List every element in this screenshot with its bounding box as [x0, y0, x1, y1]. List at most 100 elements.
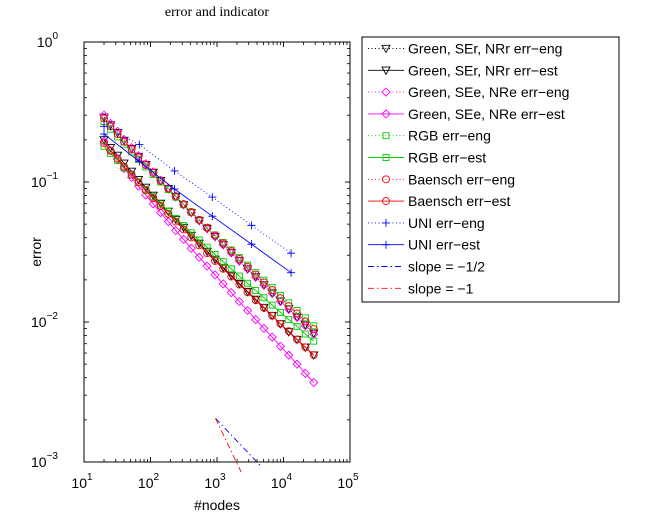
legend-entry: RGB err−est — [368, 150, 486, 166]
series-3-point — [309, 377, 319, 388]
series-7-point — [187, 233, 196, 242]
y-tick-label: 10−2 — [31, 311, 58, 330]
series-7-point — [113, 154, 122, 163]
series-6-point — [276, 294, 285, 303]
legend-label: Green, SEr, NRr err−eng — [408, 41, 562, 57]
series-4-point — [310, 322, 318, 330]
series-10-line — [215, 418, 261, 467]
legend-label: Baensch err−eng — [408, 171, 515, 187]
series-6-point — [195, 215, 204, 224]
legend: Green, SEr, NRr err−eng Green, SEr, NRr e… — [361, 36, 620, 303]
legend-entry: UNI err−est — [368, 237, 480, 253]
series-2-point — [119, 134, 129, 145]
series-7-point — [171, 217, 180, 226]
series-4-point — [114, 133, 122, 141]
series-6-point — [141, 161, 150, 170]
series-1-point — [234, 279, 245, 289]
legend-marker-sample — [382, 240, 390, 249]
legend-label: slope = −1/2 — [408, 259, 485, 275]
legend-entry: Green, SEr, NRr err−est — [368, 62, 558, 78]
x-tick-label: 102 — [138, 472, 160, 491]
legend-label: Green, SEe, NRe err−eng — [408, 84, 569, 100]
series-3-point — [186, 243, 196, 253]
legend-marker-sample — [381, 66, 391, 76]
series-5-point — [252, 287, 260, 294]
legend-entry: UNI err−eng — [368, 215, 485, 231]
legend-label: Green, SEe, NRe err−est — [408, 106, 565, 122]
series-5-point — [268, 301, 276, 309]
series-7-point — [259, 303, 268, 312]
legend-marker-sample — [381, 44, 391, 54]
series-7-point — [134, 178, 143, 187]
series-7-point — [284, 327, 293, 336]
series-3-point — [202, 261, 212, 271]
series-5-point — [187, 229, 195, 237]
series-6-point — [259, 278, 268, 287]
series-1-point — [250, 295, 261, 305]
y-tick-label: 10−3 — [31, 451, 58, 470]
series-8-point — [170, 166, 179, 175]
legend-label: slope = −1 — [408, 280, 474, 296]
series-7-point — [293, 335, 302, 344]
series-7-point — [164, 209, 173, 218]
series-6-point — [251, 270, 260, 279]
series-5-point — [277, 309, 284, 316]
series-11-line — [215, 418, 242, 473]
series-5-point — [135, 178, 142, 186]
series-7-line — [103, 142, 315, 356]
series-3-point — [259, 323, 269, 334]
ticks-layer: 101 102 103 104 105 10−3 10−2 10−1 100 — [31, 31, 359, 491]
y-tick-label: 10−1 — [31, 171, 58, 190]
series-3-point — [148, 199, 158, 209]
legend-marker-sample — [382, 197, 390, 206]
series-0-point — [163, 185, 174, 194]
series-8 — [100, 122, 296, 258]
series-6-point — [149, 169, 158, 177]
series-6-point — [309, 325, 318, 334]
series-2-point — [300, 321, 310, 331]
series-6-point — [120, 137, 128, 146]
series-5-point — [285, 316, 293, 324]
series-9-point — [247, 240, 256, 249]
series-layer — [99, 110, 319, 473]
series-0-point — [133, 152, 144, 162]
x-tick-label: 103 — [204, 472, 226, 491]
series-6 — [100, 114, 318, 334]
series-7-point — [219, 264, 228, 273]
series-7-point — [127, 170, 136, 179]
series-7-point — [309, 351, 318, 360]
series-0-point — [234, 257, 245, 266]
series-6-point — [268, 286, 277, 295]
series-6-point — [187, 208, 196, 216]
series-2-point — [99, 110, 109, 120]
series-3-point — [267, 332, 277, 342]
series-7-point — [141, 186, 150, 195]
series-5-point — [301, 330, 309, 338]
legend-label: Green, SEr, NRr err−est — [408, 62, 558, 78]
series-3-point — [210, 270, 220, 280]
series-4-point — [301, 314, 309, 322]
series-9-point — [170, 185, 179, 194]
series-6-point — [164, 184, 173, 193]
series-7-point — [243, 288, 252, 297]
series-9-point — [100, 130, 109, 139]
series-1-point — [226, 271, 237, 281]
series-7-point — [203, 249, 212, 258]
series-7-point — [179, 225, 188, 234]
series-7-point — [301, 343, 310, 352]
y-tick-label: 100 — [37, 31, 59, 50]
x-axis-label: #nodes — [194, 497, 240, 513]
legend-marker-sample — [382, 175, 390, 184]
series-7-point — [156, 201, 165, 210]
series-7-point — [251, 296, 260, 305]
legend-box — [361, 36, 620, 303]
series-3-point — [275, 341, 286, 351]
series-0-point — [202, 225, 212, 234]
series-3-point — [194, 252, 204, 262]
series-10 — [215, 418, 261, 467]
series-0-point — [171, 193, 181, 202]
series-2-point — [133, 151, 144, 161]
legend-items: Green, SEr, NRr err−eng Green, SEr, NRr e… — [368, 41, 569, 296]
series-5-point — [195, 236, 203, 244]
